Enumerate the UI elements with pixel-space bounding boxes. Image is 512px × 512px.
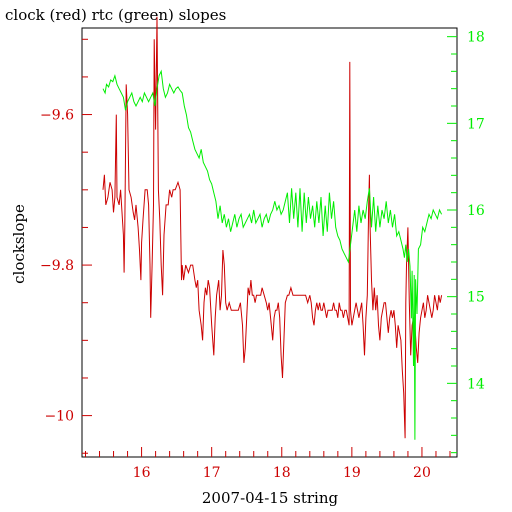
x-tick-label: 19 [343, 465, 361, 481]
x-tick-label: 18 [273, 465, 291, 481]
x-tick-label: 20 [413, 465, 431, 481]
y-axis-label: clockslope [10, 204, 28, 284]
y-right-tick-label: 17 [467, 116, 485, 132]
y-left-tick-label: −9.8 [40, 258, 74, 274]
y-left-tick-label: −9.6 [40, 108, 74, 124]
y-right-tick-label: 16 [467, 203, 485, 219]
clock-slope-series-line [102, 16, 443, 439]
chart-title: clock (red) rtc (green) slopes [5, 6, 226, 24]
y-left-tick-label: −10 [44, 409, 74, 425]
x-axis-label: 2007-04-15 string [202, 489, 339, 507]
y-right-tick-label: 15 [467, 290, 485, 306]
x-tick-label: 16 [133, 465, 151, 481]
rtc-slope-series-line [102, 69, 443, 440]
y-right-tick-label: 14 [467, 376, 485, 392]
x-tick-label: 17 [203, 465, 221, 481]
plot-frame [81, 27, 458, 458]
y-right-tick-label: 18 [467, 30, 485, 46]
